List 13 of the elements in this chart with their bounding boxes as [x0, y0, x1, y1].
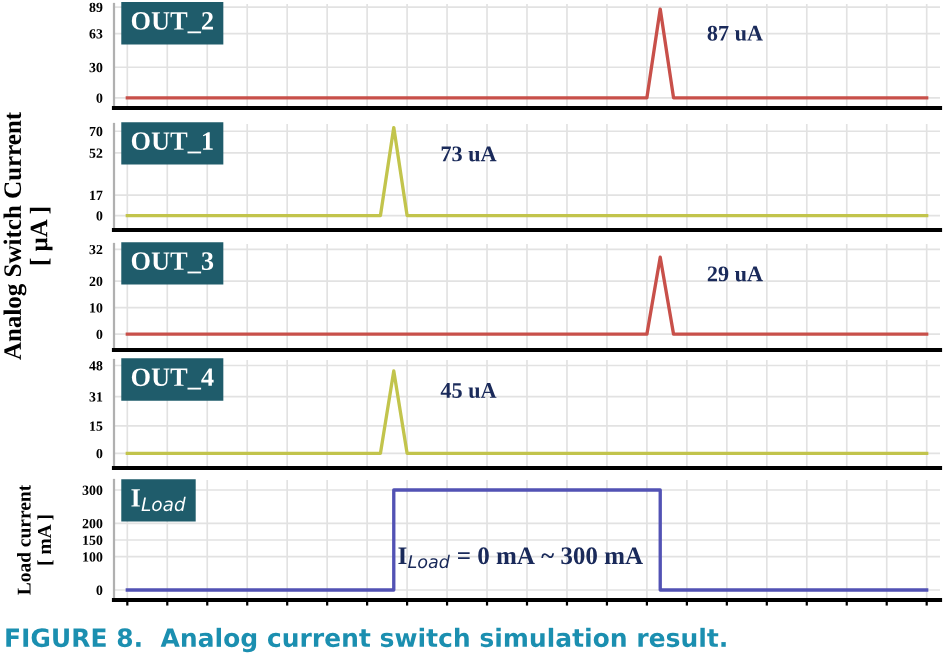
annotation: I$_{Load}$ = 0 mA ~ 300 mA — [398, 547, 643, 569]
caption: FIGURE 8. Analog current switch simulation result. — [6, 627, 726, 653]
annotation: 45 uA — [440, 383, 497, 399]
chart-title: OUT_1 — [131, 132, 213, 154]
y-axis-title: Analog Switch Current [ μA ] — [3, 112, 53, 360]
annotation: 29 uA — [707, 266, 763, 282]
annotation: 73 uA — [441, 146, 497, 162]
y-axis-title: Load current [ mA ] — [17, 484, 54, 595]
chart-title: I$_{Load}$ — [131, 489, 186, 512]
chart-title: OUT_2 — [131, 12, 213, 34]
chart-title: OUT_4 — [131, 368, 214, 390]
chart-title: OUT_3 — [131, 252, 214, 274]
annotation: 87 uA — [707, 25, 763, 41]
